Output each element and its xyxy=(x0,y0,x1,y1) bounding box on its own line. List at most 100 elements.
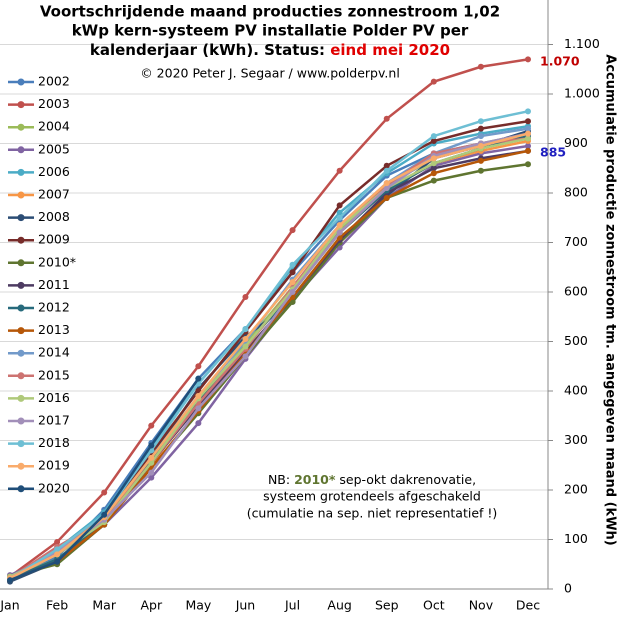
y-tick-label: 400 xyxy=(564,383,588,398)
data-point xyxy=(525,118,531,125)
data-point xyxy=(525,161,531,168)
data-point xyxy=(430,138,437,145)
series-line xyxy=(9,137,529,578)
series-line xyxy=(9,132,529,580)
data-point xyxy=(336,209,343,216)
note: NB: 2010* sep-okt dakrenovatie, xyxy=(268,472,476,487)
data-point xyxy=(148,422,155,429)
data-point xyxy=(148,469,155,476)
data-point xyxy=(383,185,390,192)
data-point xyxy=(430,133,437,140)
legend-marker xyxy=(17,349,25,357)
data-point xyxy=(336,229,343,236)
legend-marker xyxy=(17,440,25,448)
legend-marker xyxy=(17,146,25,154)
data-point xyxy=(477,125,484,132)
data-point xyxy=(430,155,437,162)
data-point xyxy=(525,130,531,137)
data-point xyxy=(289,227,296,234)
data-point xyxy=(195,405,202,412)
legend-label: 2017 xyxy=(38,413,70,428)
data-point xyxy=(430,160,437,167)
legend-label: 2005 xyxy=(38,141,70,156)
data-point xyxy=(525,142,531,149)
data-point xyxy=(525,108,531,115)
data-point xyxy=(430,165,437,172)
data-point xyxy=(336,202,343,209)
legend-label: 2015 xyxy=(38,367,70,382)
legend-marker xyxy=(17,417,25,425)
legend-marker xyxy=(17,259,25,267)
data-point xyxy=(54,538,61,545)
y-tick-label: 1.200 xyxy=(564,0,600,2)
note-highlight: 2010* xyxy=(294,472,336,487)
y-tick-label: 1.100 xyxy=(564,36,600,51)
data-point xyxy=(525,147,531,154)
legend-marker xyxy=(17,304,25,312)
data-point xyxy=(148,454,155,461)
data-point xyxy=(477,133,484,140)
data-point xyxy=(7,577,13,584)
legend-marker xyxy=(17,281,25,289)
data-point xyxy=(195,392,202,399)
data-point xyxy=(525,125,531,132)
legend-marker xyxy=(17,372,25,380)
x-tick-label: Oct xyxy=(423,598,445,613)
legend-marker xyxy=(17,123,25,131)
y-tick-label: 600 xyxy=(564,284,588,299)
legend-label: 2007 xyxy=(38,187,70,202)
chart-title: Voortschrijdende maand producties zonnes… xyxy=(40,3,500,21)
legend-label: 2012 xyxy=(38,300,70,315)
legend-marker xyxy=(17,101,25,109)
data-point xyxy=(430,78,437,85)
x-tick-label: Feb xyxy=(46,598,68,613)
legend-marker xyxy=(17,327,25,335)
data-point xyxy=(430,170,437,177)
legend-label: 2014 xyxy=(38,345,70,360)
x-tick-label: Jul xyxy=(284,598,300,613)
legend-label: 2011 xyxy=(38,277,70,292)
x-tick-label: Jan xyxy=(0,598,20,613)
y-tick-label: 500 xyxy=(564,333,588,348)
x-tick-label: Sep xyxy=(375,598,399,613)
legend-label: 2010* xyxy=(38,254,76,269)
legend-label: 2013 xyxy=(38,322,70,337)
data-point xyxy=(289,279,296,286)
note: NB: xyxy=(268,472,294,487)
subtitle: © 2020 Peter J. Segaar / www.polderpv.nl xyxy=(140,66,400,81)
legend-label: 2019 xyxy=(38,458,70,473)
legend-label: 2018 xyxy=(38,435,70,450)
series-line xyxy=(9,110,529,581)
data-point xyxy=(242,326,249,333)
data-point xyxy=(242,353,249,360)
legend-label: 2020 xyxy=(38,480,70,495)
data-point xyxy=(195,420,202,427)
data-point xyxy=(336,222,343,229)
y-tick-label: 100 xyxy=(564,531,588,546)
y-tick-label: 800 xyxy=(564,185,588,200)
data-point xyxy=(336,214,343,221)
x-tick-label: Dec xyxy=(516,598,540,613)
data-point xyxy=(289,289,296,295)
data-point xyxy=(430,177,437,184)
data-point xyxy=(525,135,531,142)
data-point xyxy=(383,115,390,122)
note: systeem grotendeels afgeschakeld xyxy=(263,489,481,504)
chart-title: kalenderjaar (kWh). Status: eind mei 202… xyxy=(90,41,450,59)
legend-marker xyxy=(17,236,25,244)
data-point xyxy=(242,293,249,300)
data-point xyxy=(101,511,108,518)
data-point xyxy=(54,546,61,553)
y-tick-label: 1.000 xyxy=(564,86,600,101)
data-point xyxy=(383,162,390,169)
data-point xyxy=(242,343,249,350)
series-line xyxy=(9,58,529,578)
data-point xyxy=(525,56,531,63)
data-point xyxy=(383,180,390,187)
data-point xyxy=(383,167,390,174)
legend-marker xyxy=(17,214,25,222)
chart-title: kWp kern-systeem PV installatie Polder P… xyxy=(72,22,469,40)
y-tick-label: 700 xyxy=(564,234,588,249)
data-point xyxy=(477,118,484,125)
note: (cumulatie na sep. niet representatief !… xyxy=(247,506,498,521)
